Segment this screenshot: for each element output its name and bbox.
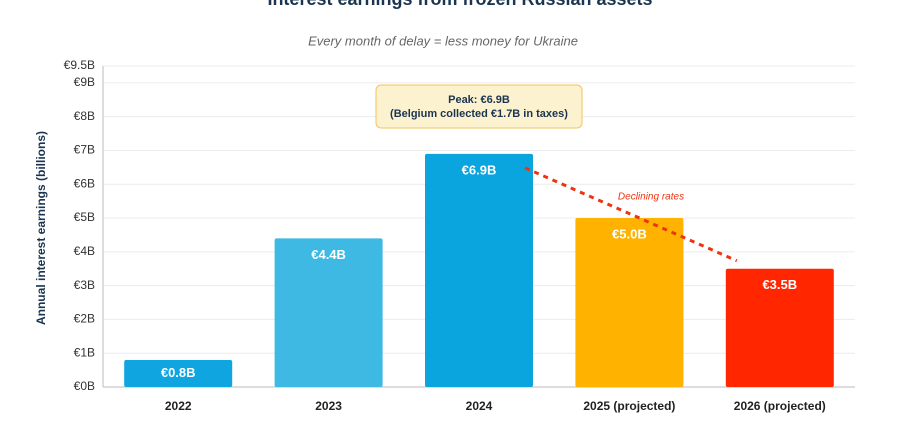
bar	[124, 359, 233, 387]
bar	[725, 268, 834, 387]
chart-subtitle: Every month of delay = less money for Uk…	[308, 33, 578, 48]
value-label: €3.5B	[762, 277, 797, 292]
y-tick-label: €9B	[74, 75, 95, 89]
y-tick-label: €5B	[74, 210, 95, 224]
x-tick-label: 2026 (projected)	[734, 399, 826, 413]
annotation: Peak: €6.9B	[448, 94, 510, 106]
value-label: €0.8B	[161, 365, 196, 380]
y-tick-label: €7B	[74, 143, 95, 157]
annotation: (Belgium collected €1.7B in taxes)	[390, 108, 568, 120]
y-tick-label: €3B	[74, 278, 95, 292]
y-tick-label: €9.5B	[64, 58, 95, 72]
bar	[274, 238, 383, 387]
annotation: Declining rates	[618, 192, 684, 203]
x-tick-label: 2024	[466, 399, 493, 413]
value-label: €4.4B	[311, 247, 346, 262]
chart-title: Interest earnings from frozen Russian as…	[267, 0, 652, 9]
value-label: €5.0B	[612, 226, 647, 241]
trend-line	[524, 166, 738, 263]
bar	[425, 153, 533, 387]
y-tick-label: €0B	[74, 379, 95, 393]
y-axis-label: Annual interest earnings (billions)	[34, 131, 48, 325]
y-tick-label: €4B	[74, 244, 95, 258]
y-tick-label: €8B	[74, 109, 95, 123]
annotation-box	[375, 84, 583, 129]
x-tick-label: 2025 (projected)	[583, 399, 675, 413]
x-tick-label: 2023	[315, 399, 342, 413]
bar	[575, 218, 684, 387]
x-tick-label: 2022	[165, 399, 192, 413]
y-tick-label: €6B	[74, 176, 95, 190]
y-tick-label: €2B	[74, 312, 95, 326]
value-label: €6.9B	[462, 162, 497, 177]
y-tick-label: €1B	[74, 345, 95, 359]
